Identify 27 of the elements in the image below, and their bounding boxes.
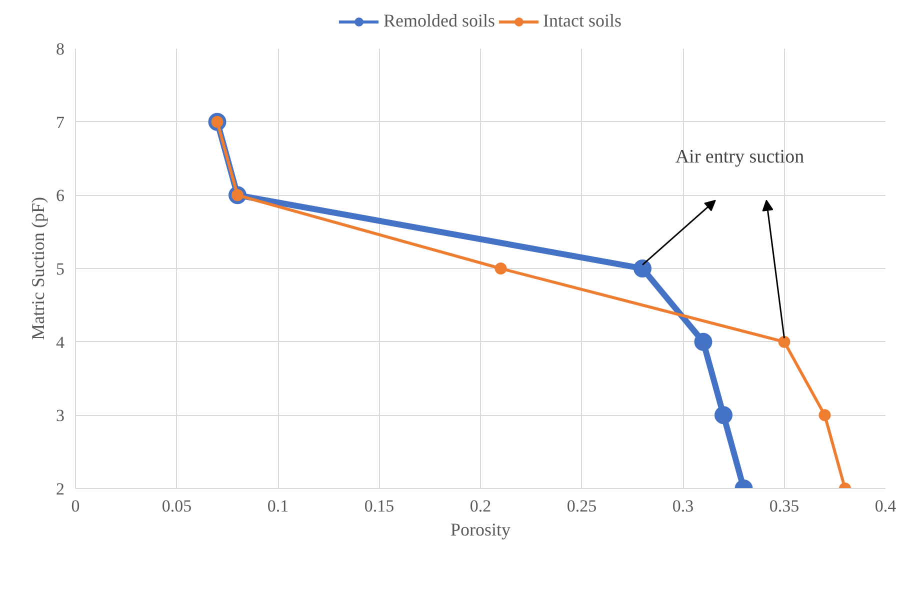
legend-label: Intact soils (543, 10, 622, 32)
legend-label: Remolded soils (384, 10, 495, 32)
x-tick-label: 0.25 (566, 496, 597, 516)
annotation: Air entry suction (675, 146, 805, 168)
x-tick-label: 0.35 (769, 496, 800, 516)
point (694, 332, 712, 351)
point (778, 336, 790, 348)
point (494, 262, 507, 274)
x-tick-label: 0.1 (267, 496, 289, 516)
point (714, 406, 732, 424)
point (818, 409, 831, 422)
x-tick-label: 0.15 (364, 496, 394, 516)
y-tick-label: 2 (56, 480, 64, 498)
y-tick-label: 5 (56, 260, 64, 278)
y-tick-label: 4 (56, 332, 65, 352)
y-tick-label: 7 (56, 112, 65, 132)
point (634, 260, 652, 278)
y-tick-label: 8 (56, 40, 64, 58)
y-tick-label: 6 (56, 186, 64, 206)
x-tick-label: 0.05 (162, 496, 192, 516)
x-tick-label: 0.2 (470, 496, 492, 516)
y-tick-label: 3 (56, 406, 64, 426)
x-axis-title: Porosity (450, 520, 511, 540)
x-tick-label: 0.4 (874, 496, 897, 516)
x-tick-label: 0.3 (672, 496, 694, 516)
y-axis-title: Matric Suction (pF) (28, 197, 48, 340)
x-tick-label: 0 (71, 496, 80, 516)
